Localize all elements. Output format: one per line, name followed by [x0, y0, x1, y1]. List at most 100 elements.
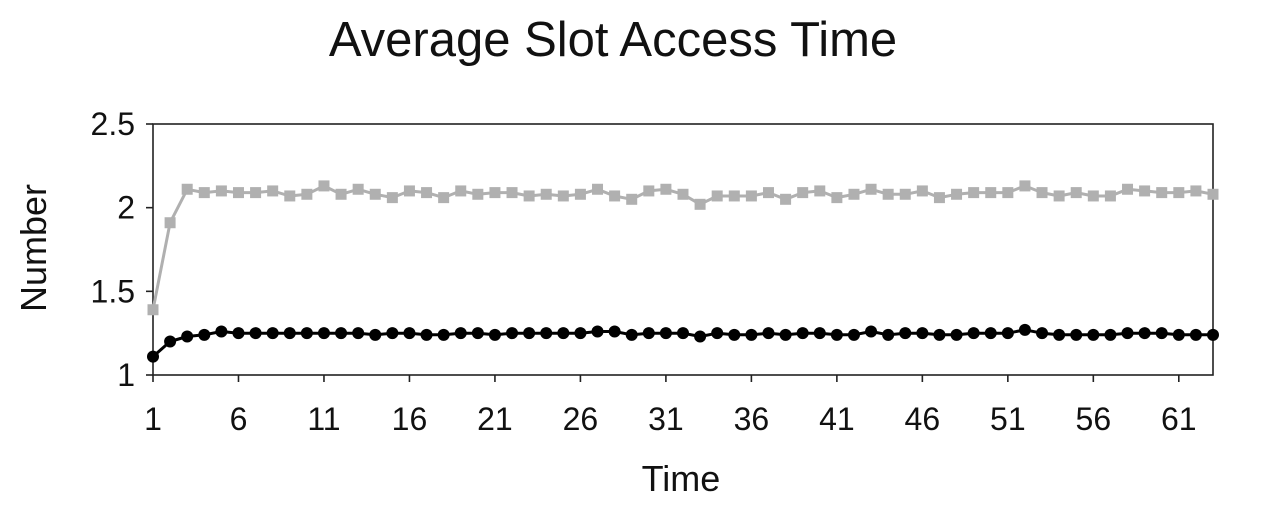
- series-1-point: [198, 187, 210, 199]
- series-1-point: [403, 185, 415, 197]
- series-1-point: [609, 190, 621, 202]
- series-2-point: [420, 328, 433, 341]
- series-1-point: [164, 217, 176, 229]
- y-axis-label: Number: [13, 184, 54, 312]
- series-1-point: [694, 198, 706, 210]
- series-2-point: [557, 327, 570, 340]
- series-2-point: [540, 327, 553, 340]
- series-1-point: [1104, 190, 1116, 202]
- series-2-point: [642, 327, 655, 340]
- series-1-point: [284, 190, 296, 202]
- series-2-point: [369, 328, 382, 341]
- series-2-point: [762, 327, 775, 340]
- series-1-point: [745, 190, 757, 202]
- series-2-point: [882, 328, 895, 341]
- series-2-point: [232, 327, 245, 340]
- series-2-point: [950, 328, 963, 341]
- series-1-point: [711, 190, 723, 202]
- series-1-point: [1207, 188, 1219, 200]
- plot-frame: [152, 123, 1214, 376]
- series-2-point: [1104, 328, 1117, 341]
- series-1-point: [643, 185, 655, 197]
- series-2-point: [1053, 328, 1066, 341]
- series-2-point: [967, 327, 980, 340]
- series-2-point: [728, 328, 741, 341]
- series-1-point: [489, 187, 501, 199]
- x-tick-label: 6: [230, 401, 248, 437]
- series-2-point: [796, 327, 809, 340]
- x-tick-label: 56: [1076, 401, 1112, 437]
- series-1-point: [728, 190, 740, 202]
- series-2-point: [523, 327, 536, 340]
- series-2-point: [506, 327, 519, 340]
- x-tick-label: 41: [819, 401, 855, 437]
- series-1-point: [421, 187, 433, 199]
- x-tick-label: 51: [990, 401, 1026, 437]
- series-1-point: [1139, 185, 1151, 197]
- series-1-point: [1156, 187, 1168, 199]
- series-1-point: [762, 187, 774, 199]
- series-2-point: [830, 328, 843, 341]
- series-2-point: [403, 327, 416, 340]
- series-1-point: [438, 192, 450, 204]
- series-2-point: [386, 327, 399, 340]
- series-2-point: [813, 327, 826, 340]
- series-1-point: [660, 183, 672, 195]
- series-2-point: [1172, 328, 1185, 341]
- series-2-point: [916, 327, 929, 340]
- series-1-point: [968, 187, 980, 199]
- series-2-point: [317, 327, 330, 340]
- series-1-point: [882, 188, 894, 200]
- x-axis-label: Time: [642, 458, 721, 499]
- series-2-point: [1121, 327, 1134, 340]
- series-2-point: [215, 325, 228, 338]
- series-1-point: [814, 185, 826, 197]
- series-2-point: [266, 327, 279, 340]
- series-2-point: [574, 327, 587, 340]
- series-2-point: [659, 327, 672, 340]
- series-2-point: [865, 325, 878, 338]
- series-1-point: [1036, 187, 1048, 199]
- series-2-point: [899, 327, 912, 340]
- series-2-point: [471, 327, 484, 340]
- series-2-point: [1036, 327, 1049, 340]
- series-2-point: [677, 327, 689, 340]
- series-1-point: [592, 183, 604, 195]
- series-1-point: [1053, 190, 1065, 202]
- series-1-point: [899, 188, 911, 200]
- series-2-point: [1138, 327, 1151, 340]
- series-2-point: [147, 350, 159, 363]
- series-1-point: [1122, 183, 1134, 195]
- series-1-point: [506, 187, 518, 199]
- x-tick-label: 31: [648, 401, 684, 437]
- series-1-point: [352, 183, 364, 195]
- y-tick-label: 1.5: [91, 273, 135, 309]
- y-tick-label: 2: [117, 190, 135, 226]
- series-2-point: [1207, 328, 1219, 341]
- x-tick-label: 61: [1161, 401, 1197, 437]
- series-1-point: [181, 183, 193, 195]
- series-1-point: [916, 185, 928, 197]
- series-2-point: [1189, 328, 1202, 341]
- series-1-point: [574, 188, 586, 200]
- series-2-point: [1018, 323, 1031, 336]
- series-1-point: [335, 188, 347, 200]
- series-1-point: [865, 183, 877, 195]
- series-1-point: [677, 188, 689, 200]
- series-2-point: [984, 327, 997, 340]
- series-1-point: [1070, 187, 1082, 199]
- series-2-point: [933, 328, 946, 341]
- series-2-point: [283, 327, 296, 340]
- series-1-point: [848, 188, 860, 200]
- series-1-point: [472, 188, 484, 200]
- series-1-point: [369, 188, 381, 200]
- series-1-point: [951, 188, 963, 200]
- series-2-point: [1087, 328, 1100, 341]
- series-2-point: [488, 328, 501, 341]
- chart-title: Average Slot Access Time: [329, 13, 897, 67]
- series-1-point: [1190, 185, 1202, 197]
- series-1-line: [151, 184, 1214, 310]
- series-1-point: [626, 193, 638, 205]
